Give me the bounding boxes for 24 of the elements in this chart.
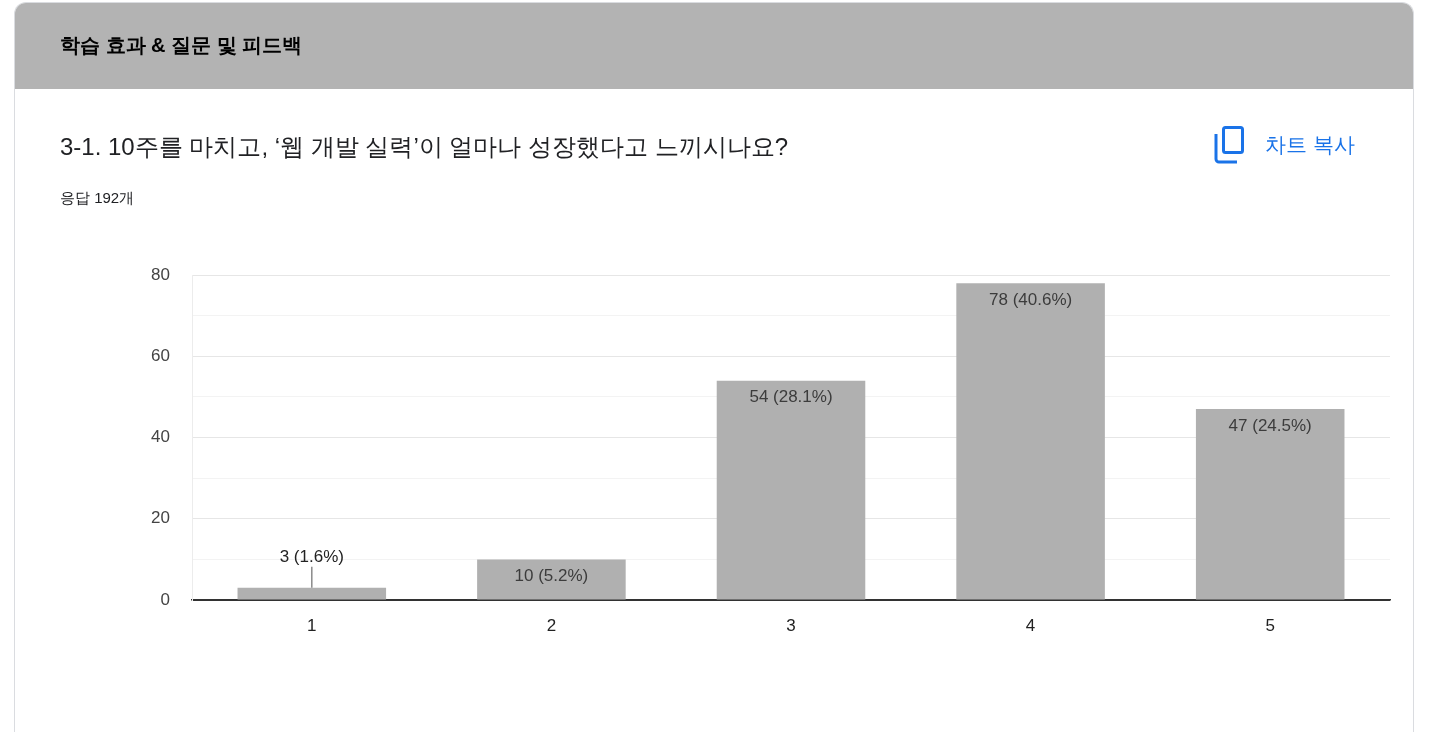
data-label: 10 (5.2%) [514, 566, 589, 586]
x-tick-label: 4 [1025, 615, 1036, 635]
bar [237, 587, 387, 600]
bar [956, 283, 1105, 600]
y-tick-label: 40 [151, 427, 170, 447]
x-tick-label: 1 [307, 615, 317, 635]
x-tick-label: 2 [546, 615, 557, 635]
text: 학습 효과 & 질문 및 피드백 [60, 33, 303, 58]
y-tick-label: 20 [151, 508, 170, 528]
data-label: 3 (1.6%) [279, 546, 344, 566]
y-tick-label: 60 [151, 345, 170, 365]
bar [1195, 409, 1345, 600]
text: 차트 복사 [1265, 132, 1355, 158]
x-tick-label: 3 [786, 615, 796, 635]
data-label: 54 (28.1%) [749, 387, 833, 407]
data-label: 78 (40.6%) [989, 289, 1073, 309]
y-tick-label: 80 [151, 264, 170, 284]
bar [477, 559, 626, 600]
x-tick-label: 5 [1265, 615, 1275, 635]
data-label: 47 (24.5%) [1228, 415, 1312, 435]
chart-subtitle: 응답 192개 [60, 189, 135, 208]
bar [716, 380, 866, 600]
chart-title: 3-1. 10주를 마치고, ‘웹 개발 실력’이 얼마나 성장했다고 느끼시나요? [60, 132, 789, 162]
y-tick-label: 0 [160, 589, 170, 609]
